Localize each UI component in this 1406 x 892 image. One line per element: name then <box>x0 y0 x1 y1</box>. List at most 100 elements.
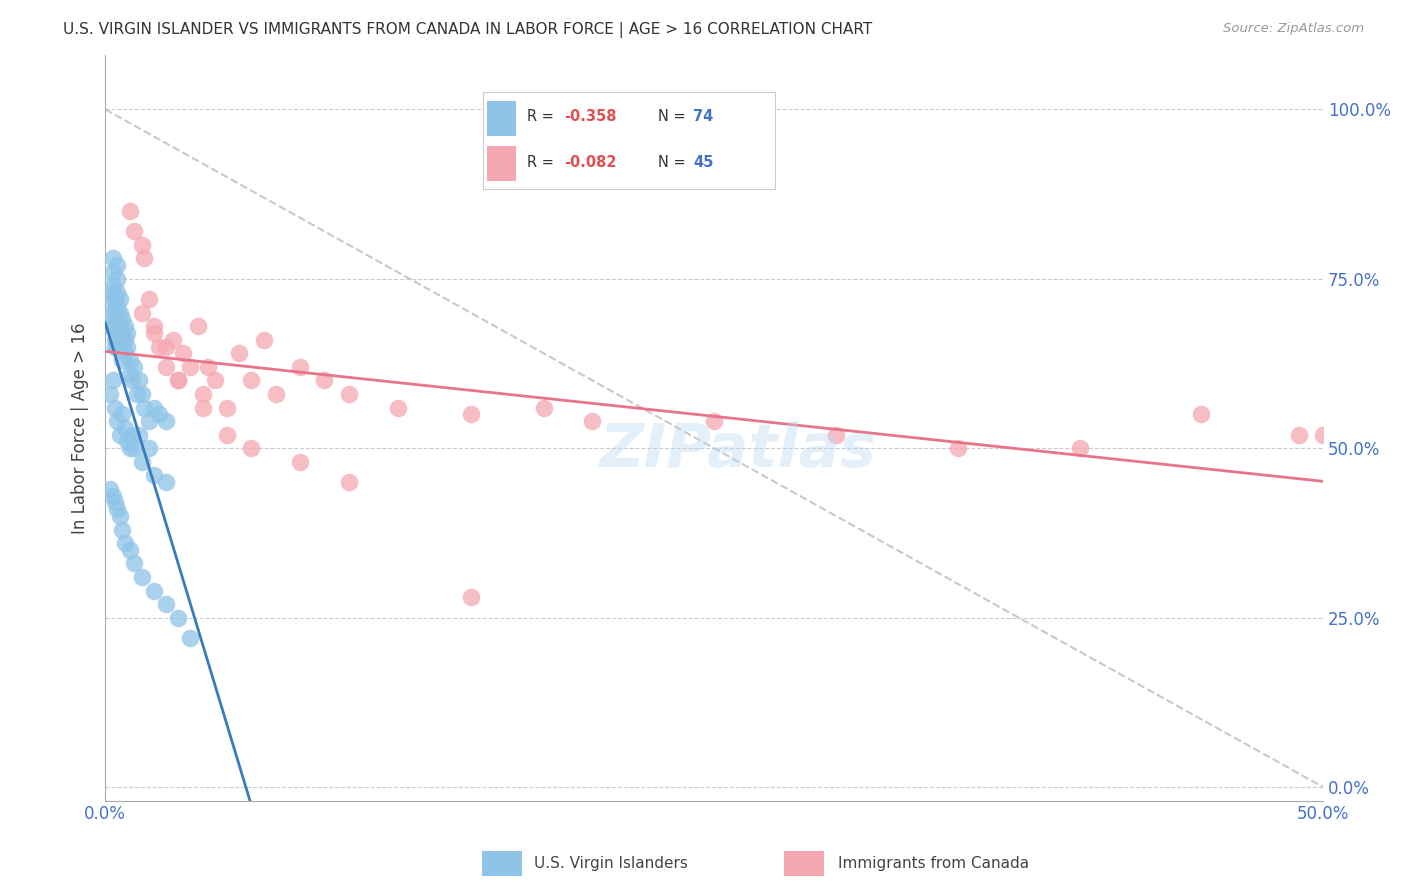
Point <box>191 387 214 401</box>
Point <box>104 306 127 320</box>
Point <box>118 542 141 557</box>
Point <box>252 333 274 347</box>
Point <box>105 312 128 326</box>
Point <box>167 374 190 388</box>
Point <box>946 441 969 455</box>
Text: ZIPatlas: ZIPatlas <box>600 421 877 480</box>
Point <box>1189 407 1212 421</box>
Point <box>108 333 131 347</box>
Text: U.S. VIRGIN ISLANDER VS IMMIGRANTS FROM CANADA IN LABOR FORCE | AGE > 16 CORRELA: U.S. VIRGIN ISLANDER VS IMMIGRANTS FROM … <box>63 22 873 38</box>
Point <box>98 306 121 320</box>
Point <box>108 508 131 523</box>
Point <box>142 319 165 334</box>
Point <box>105 414 128 428</box>
Point <box>581 414 603 428</box>
Point <box>111 312 134 326</box>
Point <box>138 414 160 428</box>
Point <box>337 387 360 401</box>
Point <box>138 292 160 306</box>
Point <box>134 252 156 266</box>
Point <box>111 407 134 421</box>
Point <box>142 326 165 340</box>
Point <box>155 597 177 611</box>
Point <box>124 224 146 238</box>
Point <box>108 292 131 306</box>
Point <box>124 557 146 571</box>
Point <box>240 374 263 388</box>
Point <box>108 306 131 320</box>
Point <box>460 591 482 605</box>
Point <box>240 441 263 455</box>
Point <box>104 340 127 354</box>
Point <box>121 374 143 388</box>
Point <box>128 374 150 388</box>
Point <box>111 340 134 354</box>
Point <box>167 610 190 624</box>
Point <box>179 631 201 645</box>
Point <box>101 265 124 279</box>
Y-axis label: In Labor Force | Age > 16: In Labor Force | Age > 16 <box>72 322 89 533</box>
Point <box>703 414 725 428</box>
Point <box>115 340 138 354</box>
Point <box>101 285 124 300</box>
Point <box>104 401 127 415</box>
Point <box>105 258 128 272</box>
Point <box>138 441 160 455</box>
Point <box>118 441 141 455</box>
Point <box>1069 441 1091 455</box>
Point <box>288 359 311 374</box>
Point <box>124 359 146 374</box>
Point <box>101 278 124 293</box>
Point <box>228 346 250 360</box>
Point <box>105 502 128 516</box>
Point <box>101 252 124 266</box>
Point <box>142 583 165 598</box>
Point <box>111 523 134 537</box>
Point <box>98 482 121 496</box>
Point <box>111 353 134 368</box>
Point <box>387 401 409 415</box>
Point <box>114 421 136 435</box>
Point <box>155 475 177 489</box>
Point <box>172 346 194 360</box>
Point <box>121 427 143 442</box>
Point <box>105 340 128 354</box>
Point <box>460 407 482 421</box>
Point <box>1288 427 1310 442</box>
Point <box>104 319 127 334</box>
Point <box>118 367 141 381</box>
Point <box>167 374 190 388</box>
Point <box>142 401 165 415</box>
Point <box>98 387 121 401</box>
Point <box>215 401 238 415</box>
Point <box>114 536 136 550</box>
Text: U.S. Virgin Islanders: U.S. Virgin Islanders <box>534 856 688 871</box>
Point <box>155 340 177 354</box>
Point <box>314 374 336 388</box>
Point <box>114 333 136 347</box>
Point <box>118 204 141 219</box>
Point <box>134 401 156 415</box>
Point <box>131 387 153 401</box>
Point <box>104 495 127 509</box>
Point <box>101 374 124 388</box>
Point <box>533 401 555 415</box>
Point <box>337 475 360 489</box>
Point <box>264 387 287 401</box>
Point <box>204 374 226 388</box>
Point <box>131 570 153 584</box>
Point <box>215 427 238 442</box>
Point <box>131 238 153 252</box>
Point <box>1312 427 1334 442</box>
Point <box>148 407 170 421</box>
Point <box>114 319 136 334</box>
Point <box>105 326 128 340</box>
Point <box>111 326 134 340</box>
Point <box>104 292 127 306</box>
Point <box>148 340 170 354</box>
Point <box>118 353 141 368</box>
Point <box>101 489 124 503</box>
Point <box>101 292 124 306</box>
Text: Immigrants from Canada: Immigrants from Canada <box>838 856 1029 871</box>
Point <box>825 427 848 442</box>
